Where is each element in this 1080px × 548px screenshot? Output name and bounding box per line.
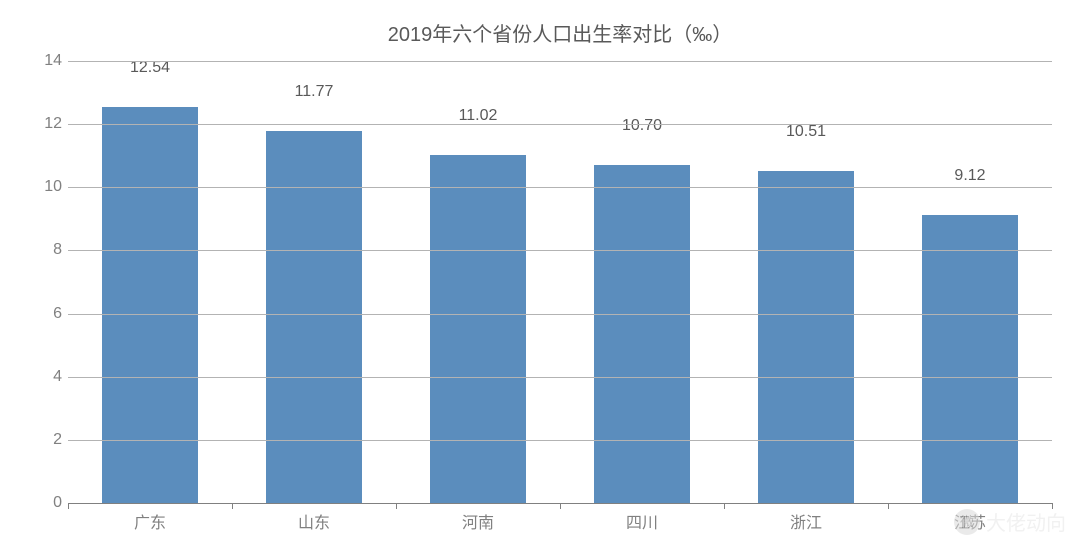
bar [594,165,689,503]
y-tick-label: 4 [26,368,62,386]
bar-slot: 11.02 [396,61,560,503]
grid-line [68,377,1052,378]
x-tick [888,503,889,509]
y-tick-label: 8 [26,241,62,259]
grid-line [68,61,1052,62]
grid-line [68,440,1052,441]
x-tick [396,503,397,509]
y-tick-label: 6 [26,305,62,323]
x-tick-label: 浙江 [724,509,888,533]
bar-value-label: 11.02 [459,107,498,131]
bar-slot: 10.51 [724,61,888,503]
y-tick-label: 10 [26,178,62,196]
x-tick-label: 山东 [232,509,396,533]
x-tick [232,503,233,509]
bar-value-label: 12.54 [130,59,170,83]
chart-title: 2019年六个省份人口出生率对比（‰） [68,18,1052,47]
x-tick-label: 河南 [396,509,560,533]
bar [430,155,525,503]
grid-line [68,187,1052,188]
grid-line [68,124,1052,125]
plot-area: 12.5411.7711.0210.7010.519.12 0246810121… [68,61,1052,503]
bar-value-label: 10.70 [622,117,662,141]
bars-group: 12.54 11.77 11.02 10.70 10.51 9.12 [68,61,1052,503]
x-tick-label: 广东 [68,509,232,533]
bar-slot: 11.77 [232,61,396,503]
x-tick [68,503,69,509]
bar-value-label: 10.51 [786,123,826,147]
y-tick-label: 0 [26,494,62,512]
y-tick-label: 14 [26,52,62,70]
x-tick [560,503,561,509]
x-axis-labels: 广东山东河南四川浙江江苏 [68,509,1052,533]
x-tick-label: 四川 [560,509,724,533]
bar-slot: 12.54 [68,61,232,503]
y-tick-label: 2 [26,431,62,449]
y-tick-label: 12 [26,115,62,133]
bar [102,107,197,503]
grid-line [68,314,1052,315]
x-tick-label: 江苏 [888,509,1052,533]
x-tick [724,503,725,509]
chart-container: 2019年六个省份人口出生率对比（‰） 12.54 11.77 11.02 10.70… [0,0,1080,548]
x-tick [1052,503,1053,509]
bar-slot: 9.12 [888,61,1052,503]
bar-slot: 10.70 [560,61,724,503]
bar-value-label: 11.77 [295,83,334,107]
grid-line [68,250,1052,251]
bar [758,171,853,503]
bar [922,215,1017,503]
